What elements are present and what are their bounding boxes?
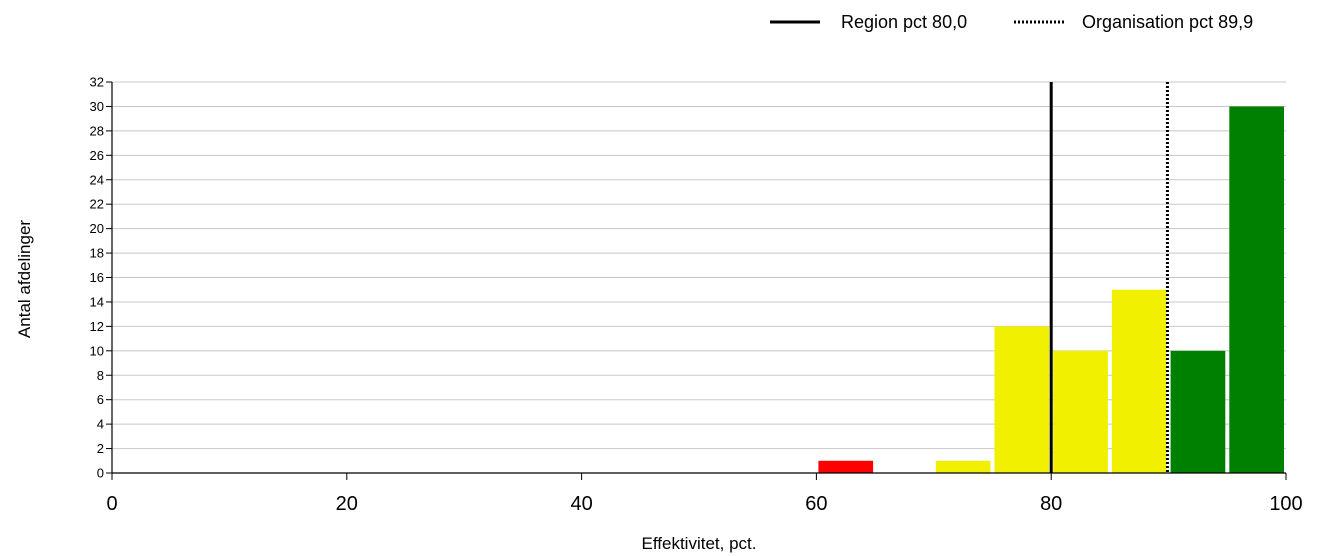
y-tick-label: 30 — [90, 99, 104, 114]
y-tick-label: 22 — [90, 197, 104, 212]
legend-organisation-label: Organisation pct 89,9 — [1082, 12, 1253, 32]
y-tick-label: 12 — [90, 319, 104, 334]
histogram-bar — [818, 460, 874, 473]
histogram-bar — [1229, 106, 1284, 473]
histogram-bar — [935, 460, 991, 473]
x-tick-label: 0 — [106, 493, 117, 515]
x-tick-label: 40 — [570, 493, 592, 515]
legend-region-label: Region pct 80,0 — [841, 12, 967, 32]
bars — [818, 106, 1284, 473]
reference-lines — [1049, 82, 1169, 473]
x-axis-title: Effektivitet, pct. — [642, 534, 757, 553]
x-tick-label: 20 — [336, 493, 358, 515]
y-tick-label: 2 — [97, 441, 104, 456]
y-tick-label: 4 — [97, 417, 104, 432]
legend: Region pct 80,0 Organisation pct 89,9 — [770, 12, 1253, 32]
x-tick-label: 80 — [1040, 493, 1062, 515]
y-tick-label: 24 — [90, 172, 104, 187]
y-tick-label: 14 — [90, 294, 104, 309]
y-tick-label: 6 — [97, 392, 104, 407]
y-tick-label: 20 — [90, 221, 104, 236]
y-tick-label: 26 — [90, 148, 104, 163]
y-tick-label: 0 — [97, 466, 104, 481]
x-tick-label: 60 — [805, 493, 827, 515]
histogram-bar — [1111, 289, 1167, 473]
histogram-bar — [994, 326, 1050, 473]
y-tick-label: 18 — [90, 246, 104, 261]
histogram-bar — [1053, 350, 1108, 473]
y-tick-label: 10 — [90, 343, 104, 358]
x-tick-labels: 0 20 40 60 80 100 — [106, 473, 1303, 515]
y-tick-label: 28 — [90, 123, 104, 138]
histogram-bar — [1170, 350, 1226, 473]
gridlines — [112, 81, 1286, 450]
y-tick-label: 32 — [90, 75, 104, 90]
y-tick-label: 8 — [97, 368, 104, 383]
y-tick-label: 16 — [90, 270, 104, 285]
y-axis-title: Antal afdelinger — [15, 220, 34, 338]
x-tick-label: 100 — [1269, 493, 1302, 515]
